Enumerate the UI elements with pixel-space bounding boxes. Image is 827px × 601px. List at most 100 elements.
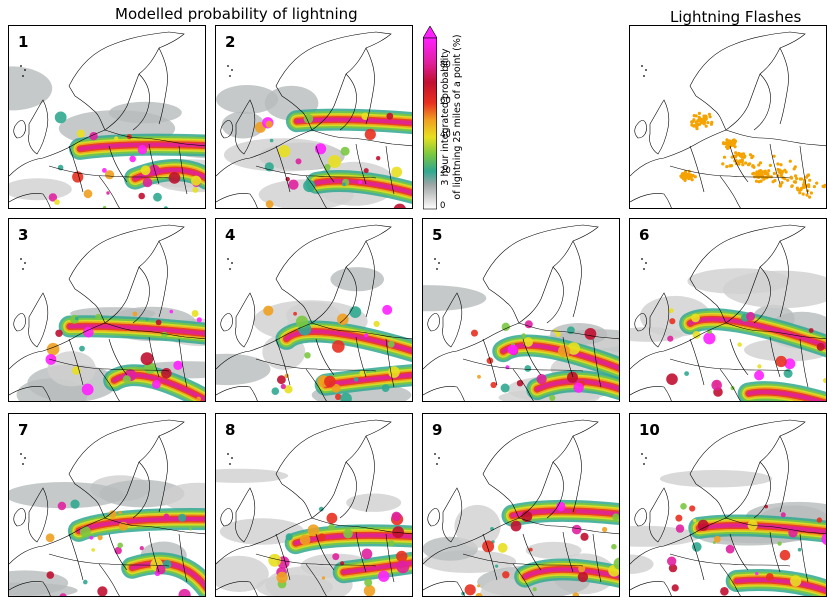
probability-cell — [332, 553, 340, 561]
probability-cell — [288, 179, 299, 190]
lightning-flash — [729, 164, 733, 168]
coastline — [339, 266, 357, 324]
coastline — [753, 461, 771, 519]
probability-cell — [611, 543, 617, 550]
lightning-flash — [737, 160, 741, 164]
coastline — [546, 266, 564, 324]
precip-swath — [423, 285, 487, 312]
probability-cell — [755, 571, 759, 576]
coastline — [48, 553, 170, 567]
probability-cell — [284, 385, 293, 394]
probability-cell — [363, 168, 369, 174]
island — [645, 69, 647, 71]
probability-cell — [507, 344, 518, 355]
coastline — [108, 533, 128, 571]
coastline — [423, 386, 465, 401]
lightning-flash — [707, 112, 711, 116]
coastline — [28, 99, 49, 155]
probability-cell — [340, 561, 345, 566]
probability-cell — [523, 337, 533, 347]
coastline — [462, 553, 584, 567]
map-panel-7: 7 — [8, 413, 206, 597]
probability-cell — [361, 548, 373, 560]
lightning-flash — [788, 159, 792, 163]
probability-cell — [178, 588, 191, 596]
probability-cell — [790, 575, 802, 587]
probability-cell — [81, 383, 94, 396]
coastline — [48, 358, 170, 372]
coastline — [512, 368, 534, 401]
lightning-flash — [682, 175, 686, 179]
island — [227, 65, 229, 67]
coastline — [216, 386, 258, 401]
probability-cell — [689, 505, 696, 512]
island — [231, 262, 233, 264]
coastline — [13, 508, 26, 527]
lightning-flash — [726, 142, 730, 146]
probability-cell — [675, 514, 683, 522]
coastline — [355, 336, 367, 378]
island — [438, 262, 440, 264]
probability-cell — [196, 396, 201, 401]
island — [643, 75, 645, 77]
probability-cell — [392, 526, 404, 539]
probability-cell — [584, 328, 597, 340]
probability-cell — [386, 112, 394, 120]
probability-cell — [318, 506, 324, 512]
probability-cell — [196, 317, 202, 323]
precip-swath — [346, 493, 402, 512]
coastline — [13, 120, 26, 139]
panel-label: 6 — [639, 226, 650, 244]
lightning-flash — [689, 176, 693, 180]
probability-cell — [475, 592, 483, 596]
probability-cell — [57, 501, 67, 511]
probability-cell — [83, 327, 94, 338]
map-panel-5: 5 — [422, 218, 620, 402]
probability-cell — [381, 384, 390, 392]
coastline — [235, 99, 256, 155]
lightning-flash — [778, 184, 782, 188]
coastline — [9, 129, 205, 177]
lightning-flash — [780, 181, 784, 185]
lightning-flash — [799, 186, 804, 190]
probability-cell — [324, 164, 331, 171]
probability-cell — [502, 571, 510, 579]
lightning-flash — [695, 122, 699, 126]
probability-cell — [808, 328, 814, 333]
probability-cell — [72, 171, 84, 183]
coastline — [132, 73, 150, 131]
precip-swath — [221, 111, 265, 139]
probability-cell — [155, 319, 162, 326]
lightning-flash — [805, 193, 809, 197]
coastline — [769, 336, 781, 378]
island — [436, 268, 438, 270]
probability-cell — [693, 518, 697, 523]
probability-cell — [307, 524, 320, 537]
coastline — [178, 533, 188, 583]
precip-swath — [161, 482, 205, 513]
coastline — [305, 563, 327, 596]
coastline — [148, 336, 160, 378]
probability-cell — [558, 345, 571, 358]
probability-cell — [549, 394, 556, 401]
coastline — [355, 531, 367, 573]
lightning-flash — [812, 185, 816, 189]
probability-cell — [821, 533, 826, 545]
probability-cell — [754, 370, 765, 381]
lightning-flash — [815, 181, 819, 185]
coastline — [98, 563, 120, 596]
probability-cell — [54, 111, 67, 124]
coastline — [719, 563, 741, 596]
probability-cell — [118, 521, 128, 531]
probability-cell — [490, 381, 497, 389]
lightning-flash — [776, 162, 780, 166]
coastline — [13, 313, 26, 332]
probability-cell — [396, 560, 410, 574]
probability-cell — [48, 193, 58, 202]
probability-cell — [516, 380, 524, 387]
map-panel-observed — [629, 25, 827, 209]
probability-cell — [83, 579, 88, 585]
probability-cell — [265, 200, 274, 208]
coastline — [482, 224, 599, 324]
lightning-flash — [679, 174, 683, 178]
